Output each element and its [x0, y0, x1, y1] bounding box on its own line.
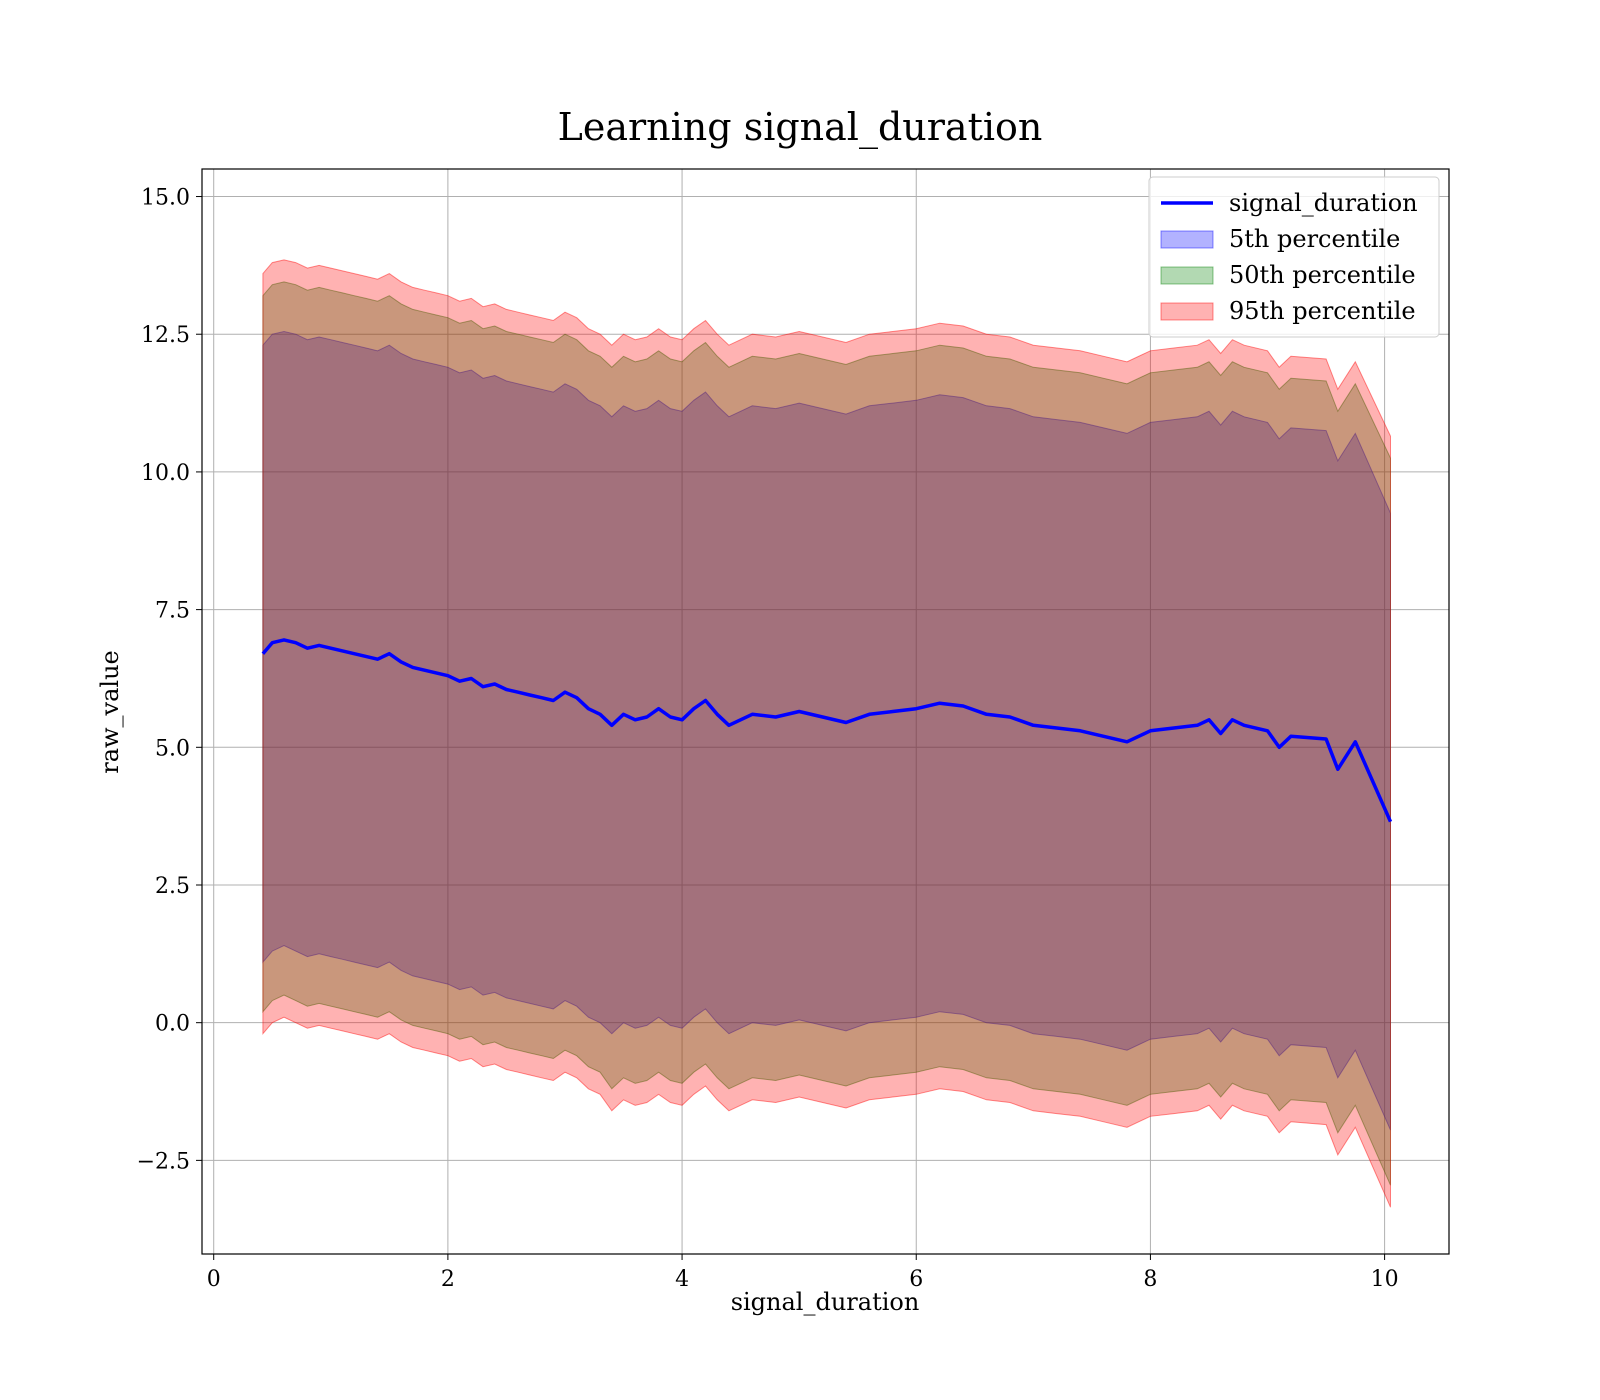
legend-swatch-1: [1160, 230, 1214, 249]
x-axis-ticks: 0 2 4 6 8 10: [207, 1254, 1399, 1292]
band-95th-percentile: [262, 259, 1391, 1208]
x-tick-label-4: 8: [1143, 1267, 1157, 1292]
x-axis-label: signal_duration: [731, 1288, 920, 1316]
legend-label-0: signal_duration: [1229, 189, 1418, 217]
percentile-bands: [262, 259, 1391, 1208]
plot-frame: [201, 168, 1450, 1255]
y-tick-label-2: 2.5: [155, 874, 190, 899]
y-axis-label: raw_value: [96, 650, 124, 774]
series-line-signal-duration: [261, 638, 1393, 823]
band-50th-percentile: [262, 281, 1391, 1186]
legend: signal_duration 5th percentile 50th percen…: [1148, 176, 1440, 338]
x-tick-label-1: 2: [441, 1267, 455, 1292]
y-tick-label-1: 0.0: [155, 1012, 190, 1037]
y-tick-label-3: 5.0: [155, 736, 190, 761]
y-tick-label-7: 15.0: [141, 186, 190, 211]
band-5th-percentile: [262, 330, 1391, 1131]
legend-box: [1148, 176, 1440, 338]
x-tick-label-5: 10: [1371, 1267, 1399, 1292]
legend-label-1: 5th percentile: [1229, 225, 1400, 253]
x-tick-label-0: 0: [207, 1267, 221, 1292]
y-tick-label-4: 7.5: [155, 599, 190, 624]
legend-label-2: 50th percentile: [1229, 261, 1416, 289]
x-tick-label-2: 4: [675, 1267, 689, 1292]
y-axis-ticks: −2.5 0.0 2.5 5.0 7.5 10.0 12.5 15.0: [137, 186, 202, 1174]
legend-swatch-2: [1160, 266, 1214, 285]
legend-swatch-3: [1160, 302, 1214, 321]
y-tick-label-6: 12.5: [141, 323, 190, 348]
x-tick-label-3: 6: [909, 1267, 923, 1292]
chart-title: Learning signal_duration: [558, 105, 1043, 150]
legend-label-3: 95th percentile: [1229, 297, 1416, 325]
y-tick-label-5: 10.0: [141, 461, 190, 486]
y-tick-label-0: −2.5: [137, 1149, 190, 1174]
series-line-layer: [261, 638, 1393, 823]
